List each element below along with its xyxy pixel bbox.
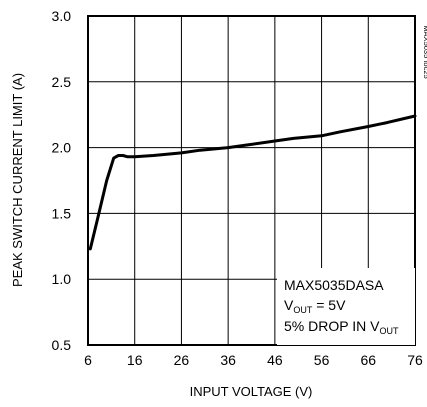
grid-lines	[88, 16, 415, 345]
x-tick-labels: 6 16 26 36 46 56 66 76	[84, 352, 423, 368]
x-tick-label: 76	[407, 352, 423, 368]
y-tick-label: 2.5	[52, 74, 72, 90]
figure-id: MAX5035 toc25	[422, 25, 427, 78]
y-axis-title: PEAK SWITCH CURRENT LIMIT (A)	[10, 73, 25, 287]
y-tick-labels: 0.5 1.0 1.5 2.0 2.5 3.0	[52, 8, 72, 353]
annotation-drop: 5% DROP IN VOUT	[284, 318, 399, 336]
x-tick-label: 6	[84, 352, 92, 368]
x-tick-label: 66	[360, 352, 376, 368]
x-tick-label: 36	[220, 352, 236, 368]
series-line	[88, 114, 417, 251]
annotation-vout: VOUT = 5V	[284, 297, 346, 315]
x-tick-label: 26	[174, 352, 190, 368]
y-tick-label: 2.0	[52, 140, 72, 156]
y-tick-label: 0.5	[52, 337, 72, 353]
y-tick-label: 1.5	[52, 205, 72, 221]
annotation-part-number: MAX5035DASA	[284, 277, 384, 293]
x-tick-label: 56	[314, 352, 330, 368]
x-axis-title: INPUT VOLTAGE (V)	[190, 384, 313, 399]
x-tick-label: 16	[127, 352, 143, 368]
plot-frame	[87, 15, 416, 346]
annotation-box	[277, 268, 415, 345]
x-tick-label: 46	[267, 352, 283, 368]
y-tick-label: 1.0	[52, 271, 72, 287]
y-tick-label: 3.0	[52, 8, 72, 24]
